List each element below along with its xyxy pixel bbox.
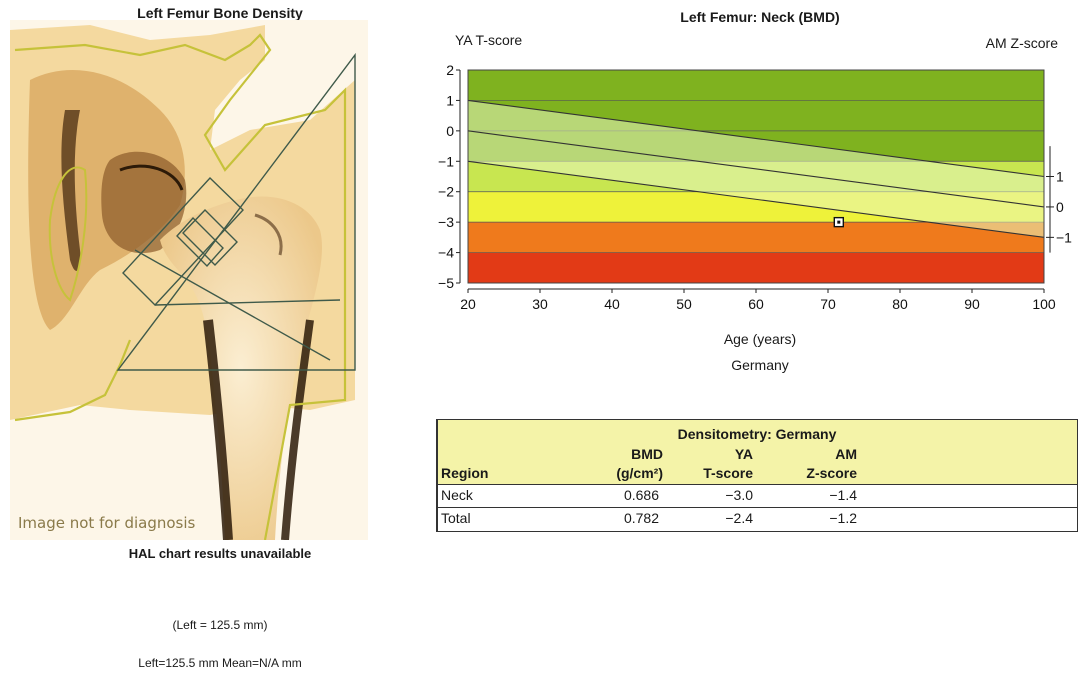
row-ya-tscore: −3.0: [725, 487, 753, 503]
table-header: [437, 420, 1077, 484]
patient-point-center: [837, 220, 841, 224]
region-header: Region: [441, 465, 489, 481]
x-tick-label: 40: [604, 296, 620, 312]
roi-overlay: [116, 52, 356, 371]
ya-score-header: T-score: [703, 465, 753, 481]
bmd-chart: 2 1 0 −1 −2 −3 −4 −5 20 30 40 50 60 70 80 90 100 1 0 −1: [438, 62, 1072, 312]
x-tick-label: 50: [676, 296, 692, 312]
densitometry-table: Densitometry: Germany BMD (g/cm²) YA T-s…: [436, 419, 1078, 532]
right-tick-label: 0: [1056, 199, 1064, 215]
y-tick-label: 1: [446, 92, 454, 108]
watermark-text: Image not for diagnosis: [18, 514, 196, 532]
scan-title: Left Femur Bone Density: [137, 5, 303, 21]
table-caption: Densitometry: Germany: [677, 426, 837, 442]
table-row: Total 0.782 −2.4 −1.2: [437, 507, 1077, 530]
x-tick-label: 20: [460, 296, 476, 312]
right-tick-label: −1: [1056, 229, 1072, 245]
reference-line: [467, 160, 1045, 238]
reference-region: Germany: [731, 357, 789, 373]
row-bmd: 0.686: [623, 487, 659, 503]
y-tick-label: 2: [446, 62, 454, 78]
right-tick-label: 1: [1056, 169, 1064, 185]
am-header: AM: [835, 446, 857, 462]
table-row: Neck 0.686 −3.0 −1.4: [437, 484, 1077, 507]
row-region: Neck: [441, 487, 473, 503]
left-mean-measurement: Left=125.5 mm Mean=N/A mm: [138, 656, 302, 670]
x-axis-title: Age (years): [723, 331, 797, 347]
y-tick-label: −2: [438, 184, 454, 200]
ya-header: YA: [734, 446, 753, 462]
y-tick-label: −5: [438, 275, 454, 291]
y-tick-label: −3: [438, 214, 454, 230]
reference-line: [467, 99, 1045, 178]
y-tick-label: −1: [438, 153, 454, 169]
row-ya-tscore: −2.4: [725, 510, 753, 526]
row-am-zscore: −1.2: [829, 510, 857, 526]
hal-status-text: HAL chart results unavailable: [128, 546, 312, 561]
y-tick-label: 0: [446, 123, 454, 139]
x-tick-label: 90: [964, 296, 980, 312]
x-tick-label: 60: [748, 296, 764, 312]
bmd-unit-header: (g/cm²): [616, 465, 663, 481]
row-bmd: 0.782: [623, 510, 659, 526]
row-am-zscore: −1.4: [829, 487, 857, 503]
bone-outline: [14, 33, 347, 540]
left-measurement: (Left = 125.5 mm): [172, 618, 268, 632]
plot-frame: [467, 69, 1045, 284]
x-tick-label: 80: [892, 296, 908, 312]
bmd-header: BMD: [631, 446, 663, 462]
chart-title: Left Femur: Neck (BMD): [680, 9, 840, 25]
risk-band: [468, 252, 1044, 283]
x-tick-label: 100: [1032, 296, 1056, 312]
am-score-header: Z-score: [806, 465, 857, 481]
row-region: Total: [441, 510, 471, 526]
femur-scan-image: [10, 20, 368, 540]
x-tick-label: 30: [532, 296, 548, 312]
left-axis-label: YA T-score: [455, 32, 523, 48]
x-tick-label: 70: [820, 296, 836, 312]
reference-line: [467, 130, 1045, 208]
risk-band: [468, 222, 1044, 253]
y-tick-label: −4: [438, 245, 454, 261]
right-axis-label: AM Z-score: [985, 35, 1058, 51]
